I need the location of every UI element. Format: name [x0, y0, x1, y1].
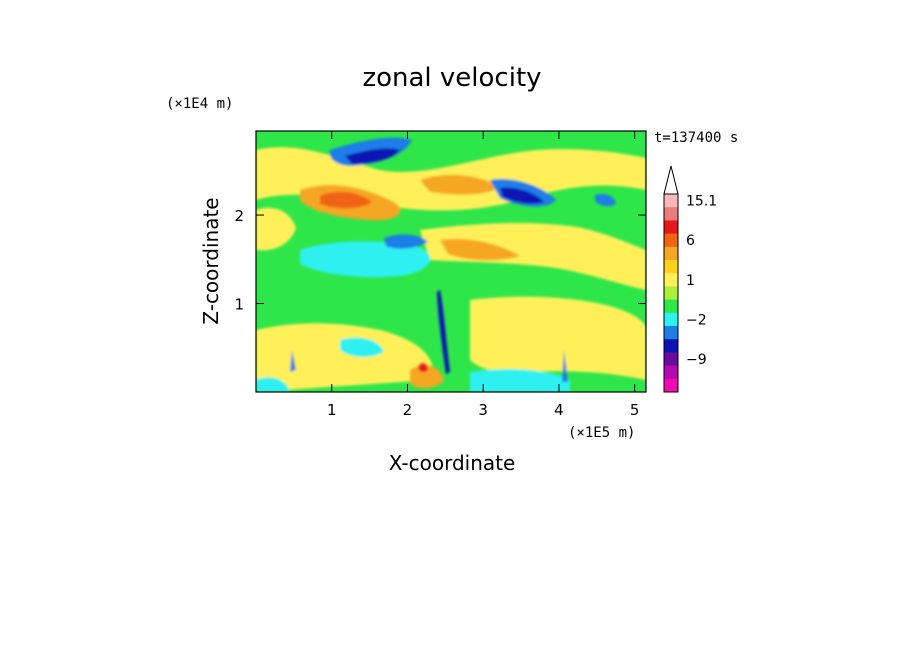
band-orange-2	[420, 174, 500, 195]
band-yellow-left-top	[256, 207, 296, 251]
band-red-1	[320, 191, 372, 209]
colorbar-swatch	[664, 365, 678, 380]
x-tick-label: 4	[554, 401, 564, 419]
x-tick-label: 5	[630, 401, 640, 419]
heatmap-field	[256, 131, 646, 392]
colorbar-label: 6	[686, 233, 695, 249]
band-cyan-4	[256, 377, 290, 392]
colorbar-label: 15.1	[686, 194, 717, 210]
colorbar-swatch	[664, 220, 678, 235]
x-tick-label: 2	[403, 401, 413, 419]
feature-vertical-3	[562, 350, 568, 382]
band-orange-bottom	[410, 365, 444, 389]
time-label: t=137400 s	[654, 130, 738, 146]
y-tick-label: 1	[234, 296, 244, 314]
colorbar-swatch	[664, 352, 678, 367]
colorbar-swatch	[664, 286, 678, 301]
band-yellow-mid	[420, 223, 646, 290]
colorbar-swatch	[664, 260, 678, 274]
colorbar-swatch	[664, 326, 678, 340]
colorbar-arrow-cap	[663, 165, 679, 195]
feature-vertical-2	[290, 350, 296, 372]
colorbar-swatch	[664, 273, 678, 287]
plot-frame	[255, 130, 647, 393]
colorbar-label: 1	[686, 273, 695, 289]
band-orange-3	[440, 238, 520, 261]
colorbar-frame	[663, 193, 679, 393]
band-blue-4	[595, 194, 616, 207]
colorbar-label: −9	[686, 352, 707, 368]
x-unit-label: (×1E5 m)	[568, 425, 635, 441]
band-darkblue-2	[500, 187, 544, 204]
colorbar-swatch	[664, 207, 678, 221]
x-axis: 1 2 3 4 5	[327, 131, 639, 419]
band-cyan-2	[470, 369, 570, 392]
x-axis-label: X-coordinate	[389, 451, 516, 475]
band-blue-3	[384, 234, 428, 249]
colorbar-swatch	[664, 246, 678, 261]
heatmap-contours	[256, 137, 646, 392]
colorbar: 15.1 6 1 −2 −9	[663, 165, 717, 393]
colorbar-swatch	[664, 312, 678, 327]
colorbar-swatch	[664, 233, 678, 248]
colorbar-swatch	[664, 299, 678, 314]
band-cyan-1	[300, 241, 431, 278]
colorbar-label: −2	[686, 312, 707, 328]
colorbar-swatch	[664, 339, 678, 353]
colorbar-swatch	[664, 378, 678, 393]
band-yellow-right	[470, 296, 646, 380]
band-cyan-3	[340, 337, 384, 358]
x-tick-label: 3	[478, 401, 488, 419]
y-axis: 12	[234, 207, 646, 314]
y-tick-label: 2	[234, 207, 244, 225]
band-darkblue-1	[345, 148, 400, 164]
colorbar-swatch	[664, 194, 678, 208]
x-tick-label: 1	[327, 401, 337, 419]
feature-vertical-1	[437, 290, 450, 374]
feature-red-small	[418, 362, 428, 373]
chart-title: zonal velocity	[362, 63, 541, 93]
band-yellow-low	[256, 323, 433, 392]
y-unit-label: (×1E4 m)	[166, 96, 233, 112]
y-axis-label: Z-coordinate	[199, 197, 223, 324]
